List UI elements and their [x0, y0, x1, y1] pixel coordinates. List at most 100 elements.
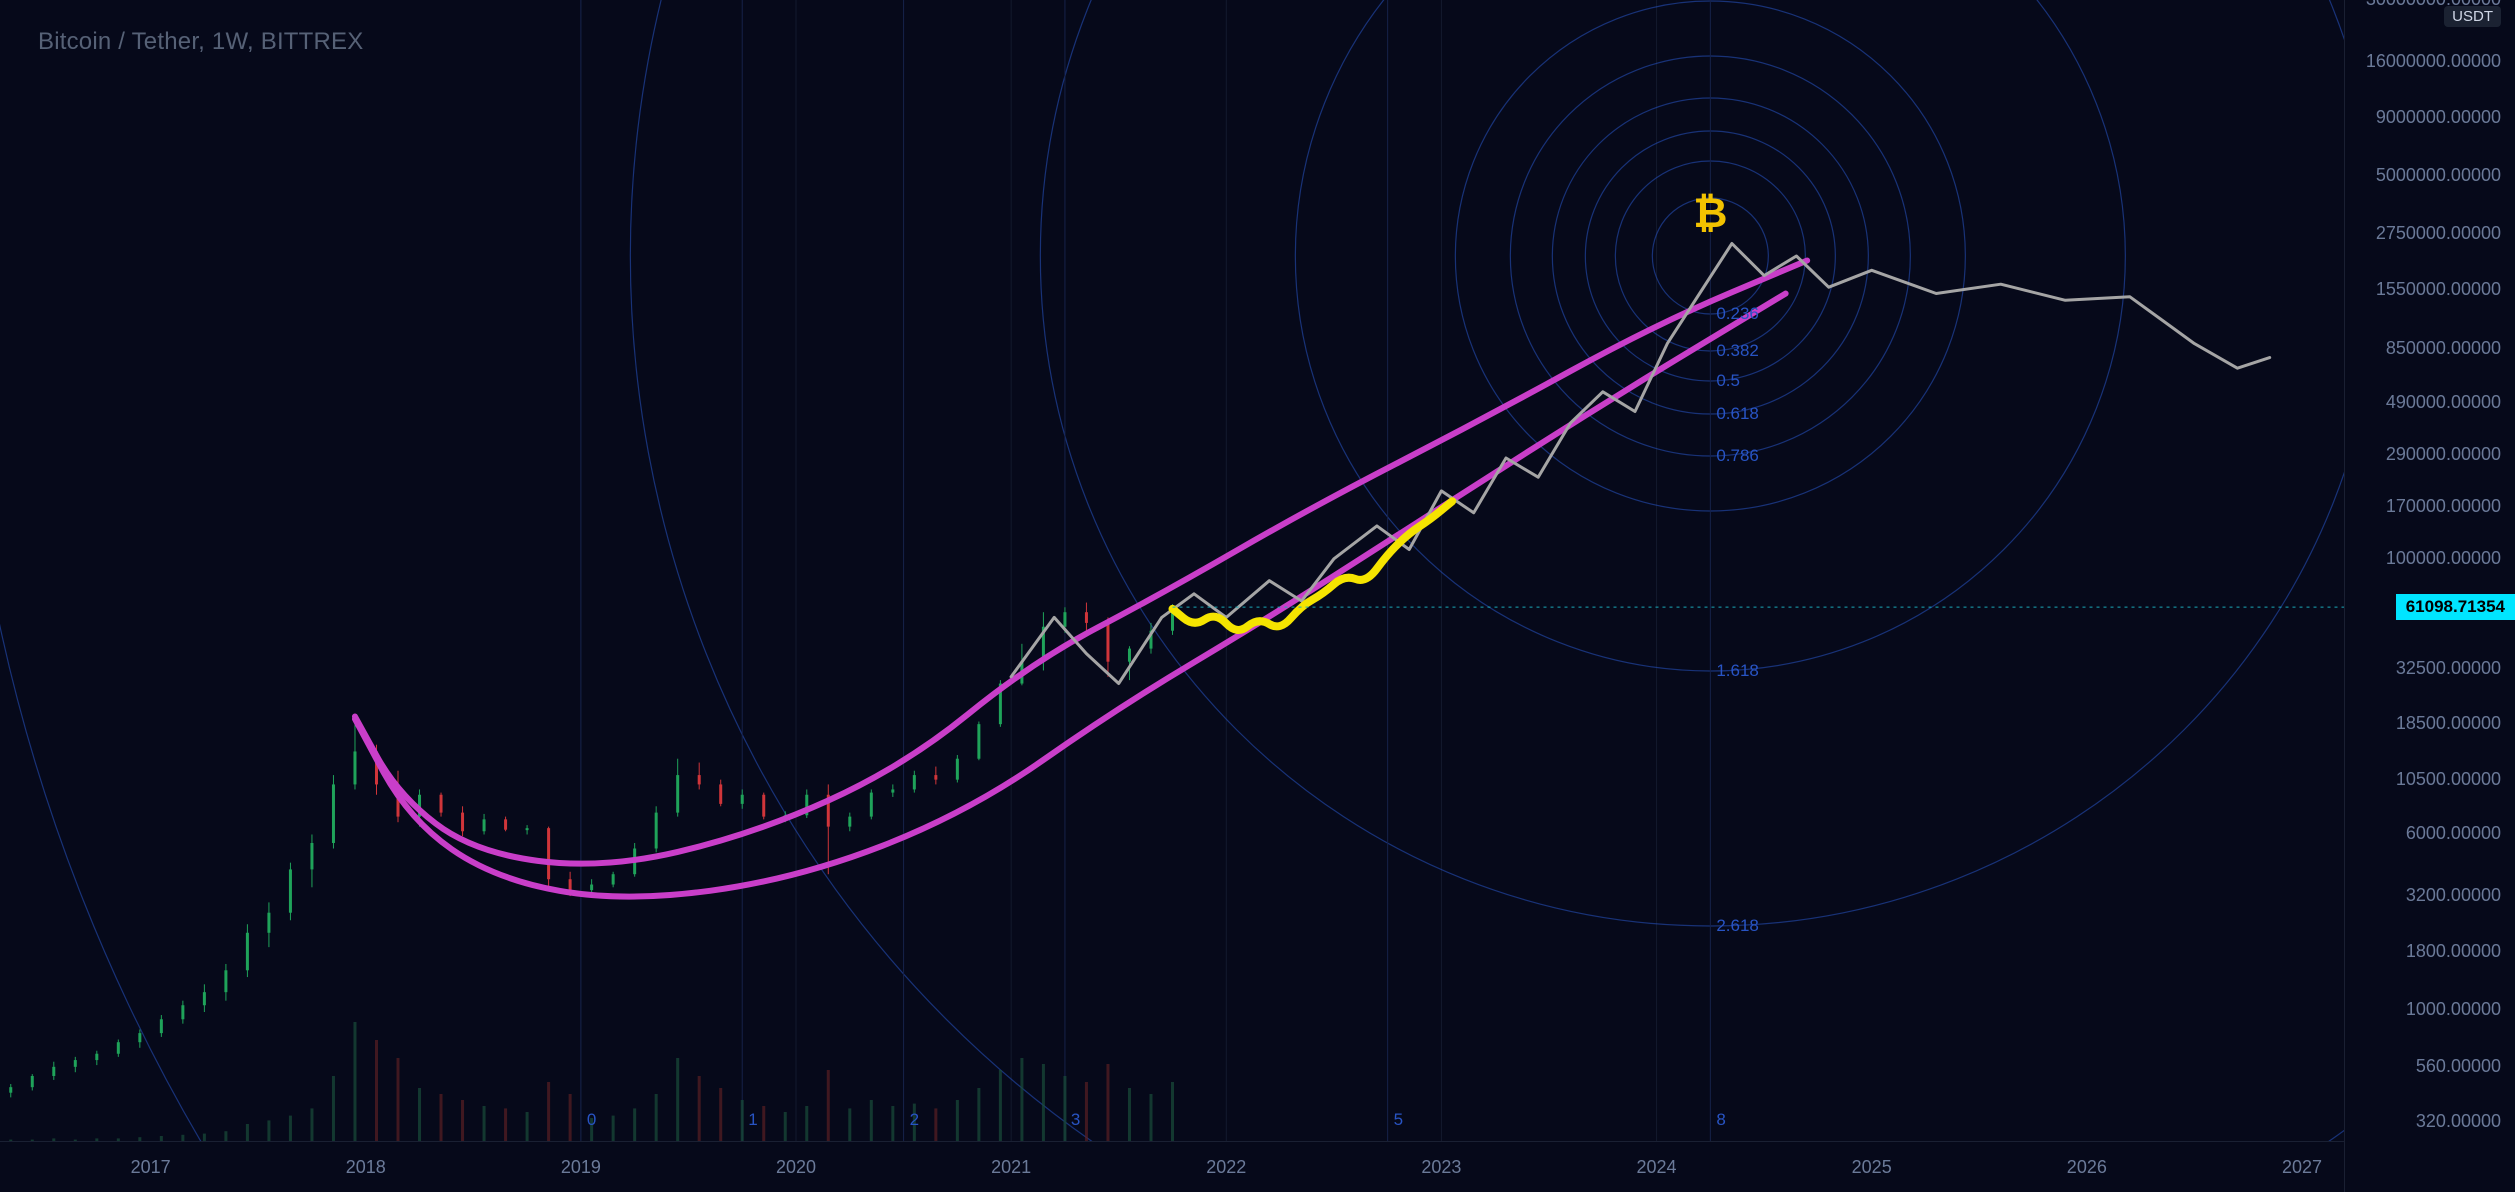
candle-body: [138, 1033, 141, 1042]
candle-body: [504, 819, 507, 829]
candle-body: [74, 1060, 77, 1067]
y-axis-label: 170000.00000: [2386, 496, 2501, 517]
volume-bar: [1042, 1064, 1045, 1142]
candle-body: [1085, 612, 1088, 623]
volume-bar: [1085, 1082, 1088, 1142]
candle-body: [332, 784, 335, 843]
volume-bar: [977, 1088, 980, 1142]
x-axis-label: 2022: [1206, 1157, 1246, 1178]
candle-body: [698, 775, 701, 784]
y-axis-label: 16000000.00000: [2366, 51, 2501, 72]
y-axis-label: 290000.00000: [2386, 444, 2501, 465]
candle-body: [891, 789, 894, 792]
volume-bar: [267, 1120, 270, 1142]
candle-body: [31, 1076, 34, 1087]
volume-bar: [956, 1100, 959, 1142]
volume-bar: [698, 1076, 701, 1142]
candle-body: [483, 819, 486, 831]
fib-circle-label: 0.382: [1716, 341, 1759, 361]
fib-circle-label: 1.618: [1716, 661, 1759, 681]
volume-bar: [310, 1108, 313, 1142]
fib-circle: [630, 0, 2345, 1142]
chart-plot[interactable]: [0, 0, 2345, 1142]
candle-body: [913, 775, 916, 789]
volume-bar: [1063, 1076, 1066, 1142]
y-axis-label: 1800.00000: [2406, 941, 2501, 962]
fib-time-label: 0: [587, 1110, 596, 1130]
x-axis-label: 2023: [1421, 1157, 1461, 1178]
volume-bar: [999, 1070, 1002, 1142]
y-axis-label: 6000.00000: [2406, 823, 2501, 844]
volume-bar: [1128, 1088, 1131, 1142]
candle-body: [870, 793, 873, 817]
candle-body: [310, 843, 313, 869]
candle-body: [1063, 612, 1066, 627]
candle-body: [956, 759, 959, 780]
fib-circle: [1040, 0, 2345, 926]
volume-bar: [526, 1112, 529, 1142]
candle-body: [655, 813, 658, 849]
volume-bar: [1149, 1094, 1152, 1142]
volume-bar: [612, 1116, 615, 1142]
volume-bar: [655, 1094, 658, 1142]
candle-body: [719, 784, 722, 803]
candle-body: [224, 970, 227, 992]
chart-root[interactable]: Bitcoin / Tether, 1W, BITTREX USDT 30000…: [0, 0, 2515, 1192]
fib-circle-label: 0.236: [1716, 304, 1759, 324]
x-axis-label: 2019: [561, 1157, 601, 1178]
fib-circle-label: 0.618: [1716, 404, 1759, 424]
arc-upper: [355, 261, 1807, 864]
x-axis-label: 2024: [1637, 1157, 1677, 1178]
bitcoin-icon: ₿: [1693, 189, 1727, 237]
candle-body: [203, 992, 206, 1005]
fib-time-label: 3: [1071, 1110, 1080, 1130]
volume-bar: [633, 1108, 636, 1142]
candle-body: [569, 879, 572, 890]
candle-body: [181, 1005, 184, 1019]
candle-body: [52, 1067, 55, 1076]
volume-bar: [569, 1094, 572, 1142]
volume-bar: [870, 1100, 873, 1142]
x-axis-label: 2017: [131, 1157, 171, 1178]
x-axis-label: 2018: [346, 1157, 386, 1178]
volume-bar: [504, 1108, 507, 1142]
candle-body: [526, 828, 529, 830]
candle-body: [676, 775, 679, 813]
price-axis[interactable]: USDT 30000000.0000016000000.000009000000…: [2344, 0, 2515, 1192]
candle-body: [741, 795, 744, 804]
fib-time-label: 2: [910, 1110, 919, 1130]
volume-bar: [934, 1108, 937, 1142]
candle-body: [612, 874, 615, 884]
x-axis-label: 2020: [776, 1157, 816, 1178]
candle-body: [440, 795, 443, 813]
volume-bar: [461, 1100, 464, 1142]
y-axis-label: 320.00000: [2416, 1111, 2501, 1132]
volume-bar: [353, 1022, 356, 1142]
volume-bar: [289, 1116, 292, 1142]
candle-body: [246, 933, 249, 971]
candle-body: [1106, 623, 1109, 662]
volume-bar: [891, 1106, 894, 1142]
candle-body: [267, 913, 270, 933]
volume-bar: [848, 1108, 851, 1142]
fib-time-label: 8: [1716, 1110, 1725, 1130]
y-axis-label: 2750000.00000: [2376, 223, 2501, 244]
y-axis-label: 5000000.00000: [2376, 165, 2501, 186]
y-axis-label: 18500.00000: [2396, 713, 2501, 734]
volume-bar: [1171, 1082, 1174, 1142]
time-axis[interactable]: 2017201820192020202120222023202420252026…: [0, 1141, 2345, 1192]
fib-time-label: 1: [748, 1110, 757, 1130]
candle-body: [160, 1019, 163, 1033]
x-axis-label: 2026: [2067, 1157, 2107, 1178]
candle-body: [934, 775, 937, 780]
candle-body: [848, 817, 851, 827]
volume-bar: [418, 1088, 421, 1142]
candle-body: [117, 1042, 120, 1054]
fib-circle-label: 0.786: [1716, 446, 1759, 466]
volume-bar: [375, 1040, 378, 1142]
y-axis-label: 9000000.00000: [2376, 107, 2501, 128]
candle-body: [289, 869, 292, 912]
volume-bar: [246, 1124, 249, 1142]
arc-lower: [355, 294, 1786, 897]
y-axis-label: 850000.00000: [2386, 338, 2501, 359]
